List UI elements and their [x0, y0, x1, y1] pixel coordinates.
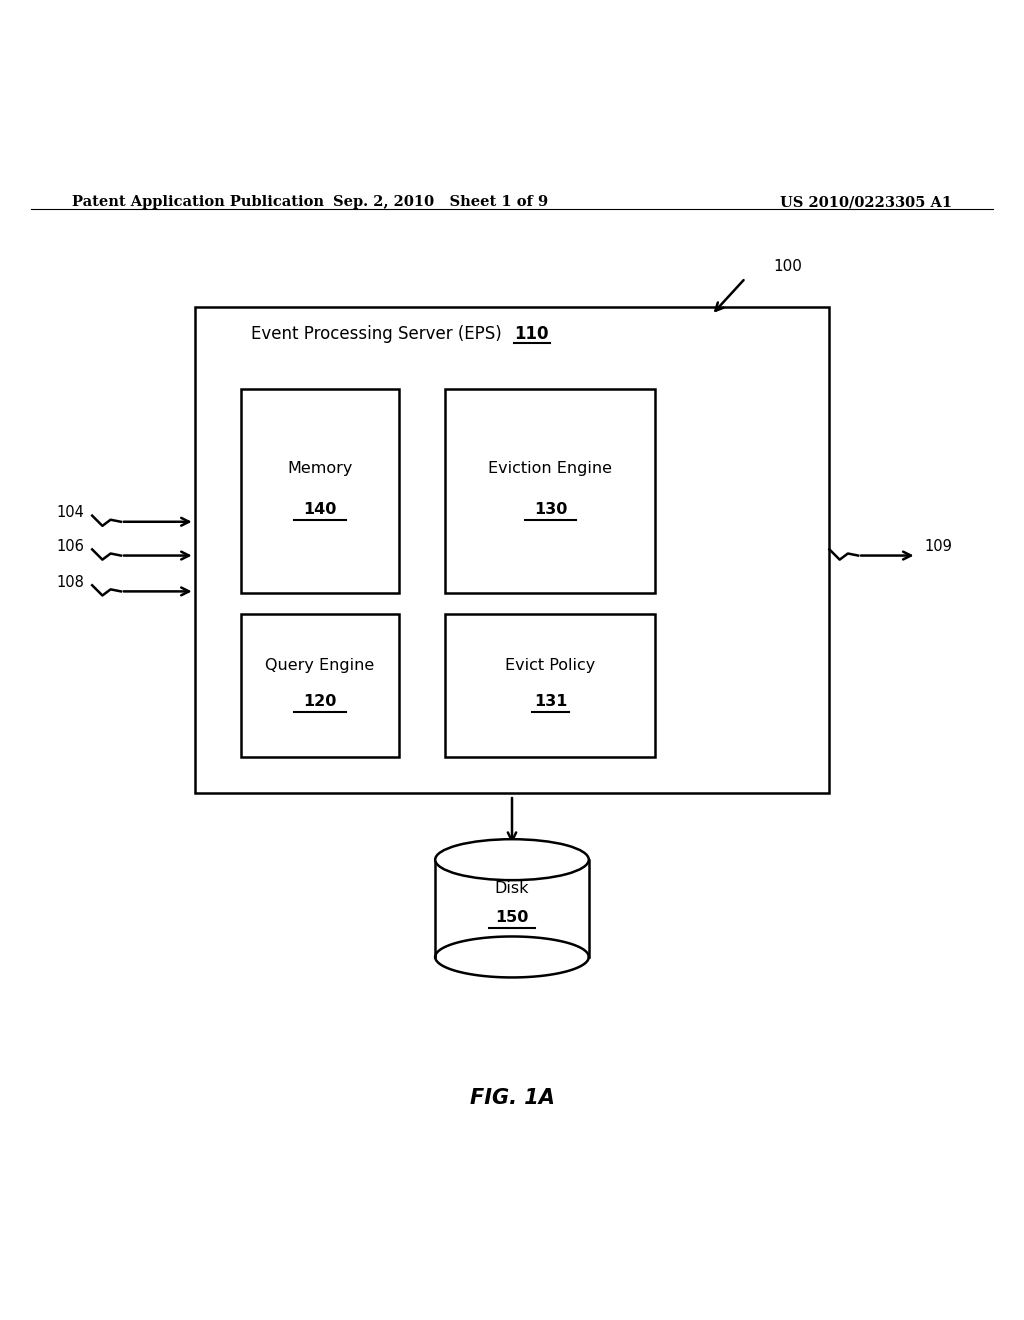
Text: 109: 109: [925, 539, 952, 554]
Text: FIG. 1A: FIG. 1A: [470, 1088, 554, 1109]
Text: Sep. 2, 2010   Sheet 1 of 9: Sep. 2, 2010 Sheet 1 of 9: [333, 195, 548, 209]
Text: Patent Application Publication: Patent Application Publication: [72, 195, 324, 209]
Text: Event Processing Server (EPS): Event Processing Server (EPS): [251, 325, 507, 343]
Text: 100: 100: [773, 259, 802, 275]
Text: Memory: Memory: [288, 461, 352, 477]
Text: 104: 104: [56, 506, 84, 520]
Text: Evict Policy: Evict Policy: [505, 657, 596, 673]
Polygon shape: [435, 859, 589, 957]
Text: 106: 106: [56, 539, 84, 554]
FancyBboxPatch shape: [241, 614, 399, 758]
Text: 140: 140: [303, 502, 337, 517]
Text: 130: 130: [534, 502, 567, 517]
Text: 120: 120: [303, 694, 337, 709]
Text: 110: 110: [514, 325, 549, 343]
Text: Disk: Disk: [495, 882, 529, 896]
Text: 131: 131: [534, 694, 567, 709]
Text: Eviction Engine: Eviction Engine: [488, 461, 612, 477]
Text: Query Engine: Query Engine: [265, 657, 375, 673]
Text: US 2010/0223305 A1: US 2010/0223305 A1: [780, 195, 952, 209]
Text: 150: 150: [496, 909, 528, 925]
FancyBboxPatch shape: [445, 388, 655, 594]
Text: 108: 108: [56, 574, 84, 590]
FancyBboxPatch shape: [445, 614, 655, 758]
Ellipse shape: [435, 840, 589, 880]
FancyBboxPatch shape: [241, 388, 399, 594]
FancyBboxPatch shape: [195, 306, 829, 793]
